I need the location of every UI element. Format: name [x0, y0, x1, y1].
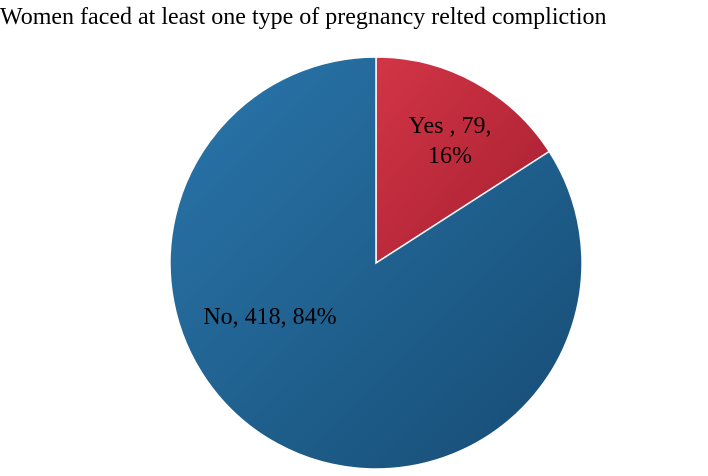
data-label-yes-line-2: 16%	[428, 143, 472, 169]
data-label-yes-line-1: Yes , 79,	[409, 113, 492, 139]
pie-slice-yes	[375, 56, 551, 265]
pie-slice-no	[169, 56, 583, 470]
data-label-yes: Yes , 79, 16%	[409, 113, 492, 169]
data-label-no-line-1: No, 418, 84%	[203, 304, 336, 330]
chart-title: Women faced at least one type of pregnan…	[0, 4, 607, 30]
data-label-no: No, 418, 84%	[203, 304, 336, 330]
